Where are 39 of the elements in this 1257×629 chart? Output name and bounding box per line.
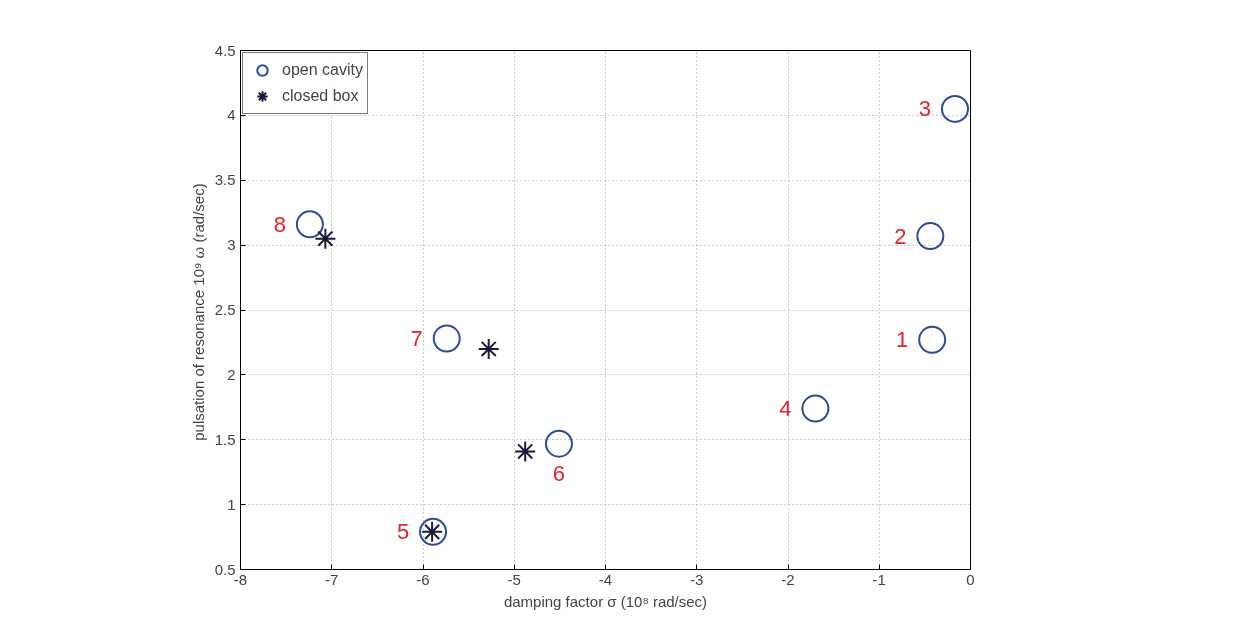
x-tick-label: 0 [966, 570, 975, 588]
y-tick-label: 2.5 [214, 301, 236, 318]
x-axis-title: damping factor σ (10⁸ rad/sec) [503, 592, 708, 610]
x-tick-label: -7 [325, 570, 339, 588]
annotation: 6 [552, 461, 566, 487]
annotation: 5 [396, 519, 410, 545]
y-tick-label: 2 [227, 365, 236, 383]
x-tick-label: -6 [416, 570, 430, 588]
annotation: 7 [410, 326, 423, 352]
y-tick-label: 1.5 [214, 430, 236, 448]
x-tick-label: -5 [507, 570, 521, 588]
point [918, 325, 947, 354]
x-tick-label: -2 [781, 570, 795, 588]
legend-label: open cavity [282, 61, 363, 79]
annotation: 4 [779, 396, 792, 422]
point [801, 394, 830, 423]
point [295, 210, 324, 239]
point [314, 227, 337, 250]
y-tick-label: 0.5 [214, 560, 236, 578]
x-tick-label: -3 [690, 570, 704, 588]
y-tick-label: 4 [227, 106, 236, 124]
x-tick-label: -4 [598, 570, 613, 588]
y-tick-label: 4.5 [214, 41, 236, 59]
y-tick-label: 3.5 [214, 171, 236, 189]
y-axis-title: pulsation of resonance 10⁹ ω (rad/sec) [189, 183, 207, 441]
annotation: 2 [894, 223, 907, 249]
point [544, 429, 573, 458]
x-tick-label: -1 [872, 570, 886, 588]
annotation: 3 [918, 96, 932, 122]
point [432, 324, 461, 353]
point [940, 94, 969, 123]
point [514, 440, 537, 463]
legend-label: closed box [282, 87, 359, 105]
point [916, 222, 945, 251]
y-tick-label: 3 [227, 236, 236, 254]
y-tick-label: 1 [227, 495, 236, 513]
annotation: 1 [896, 327, 909, 353]
annotation: 8 [273, 211, 286, 237]
point [477, 337, 500, 360]
